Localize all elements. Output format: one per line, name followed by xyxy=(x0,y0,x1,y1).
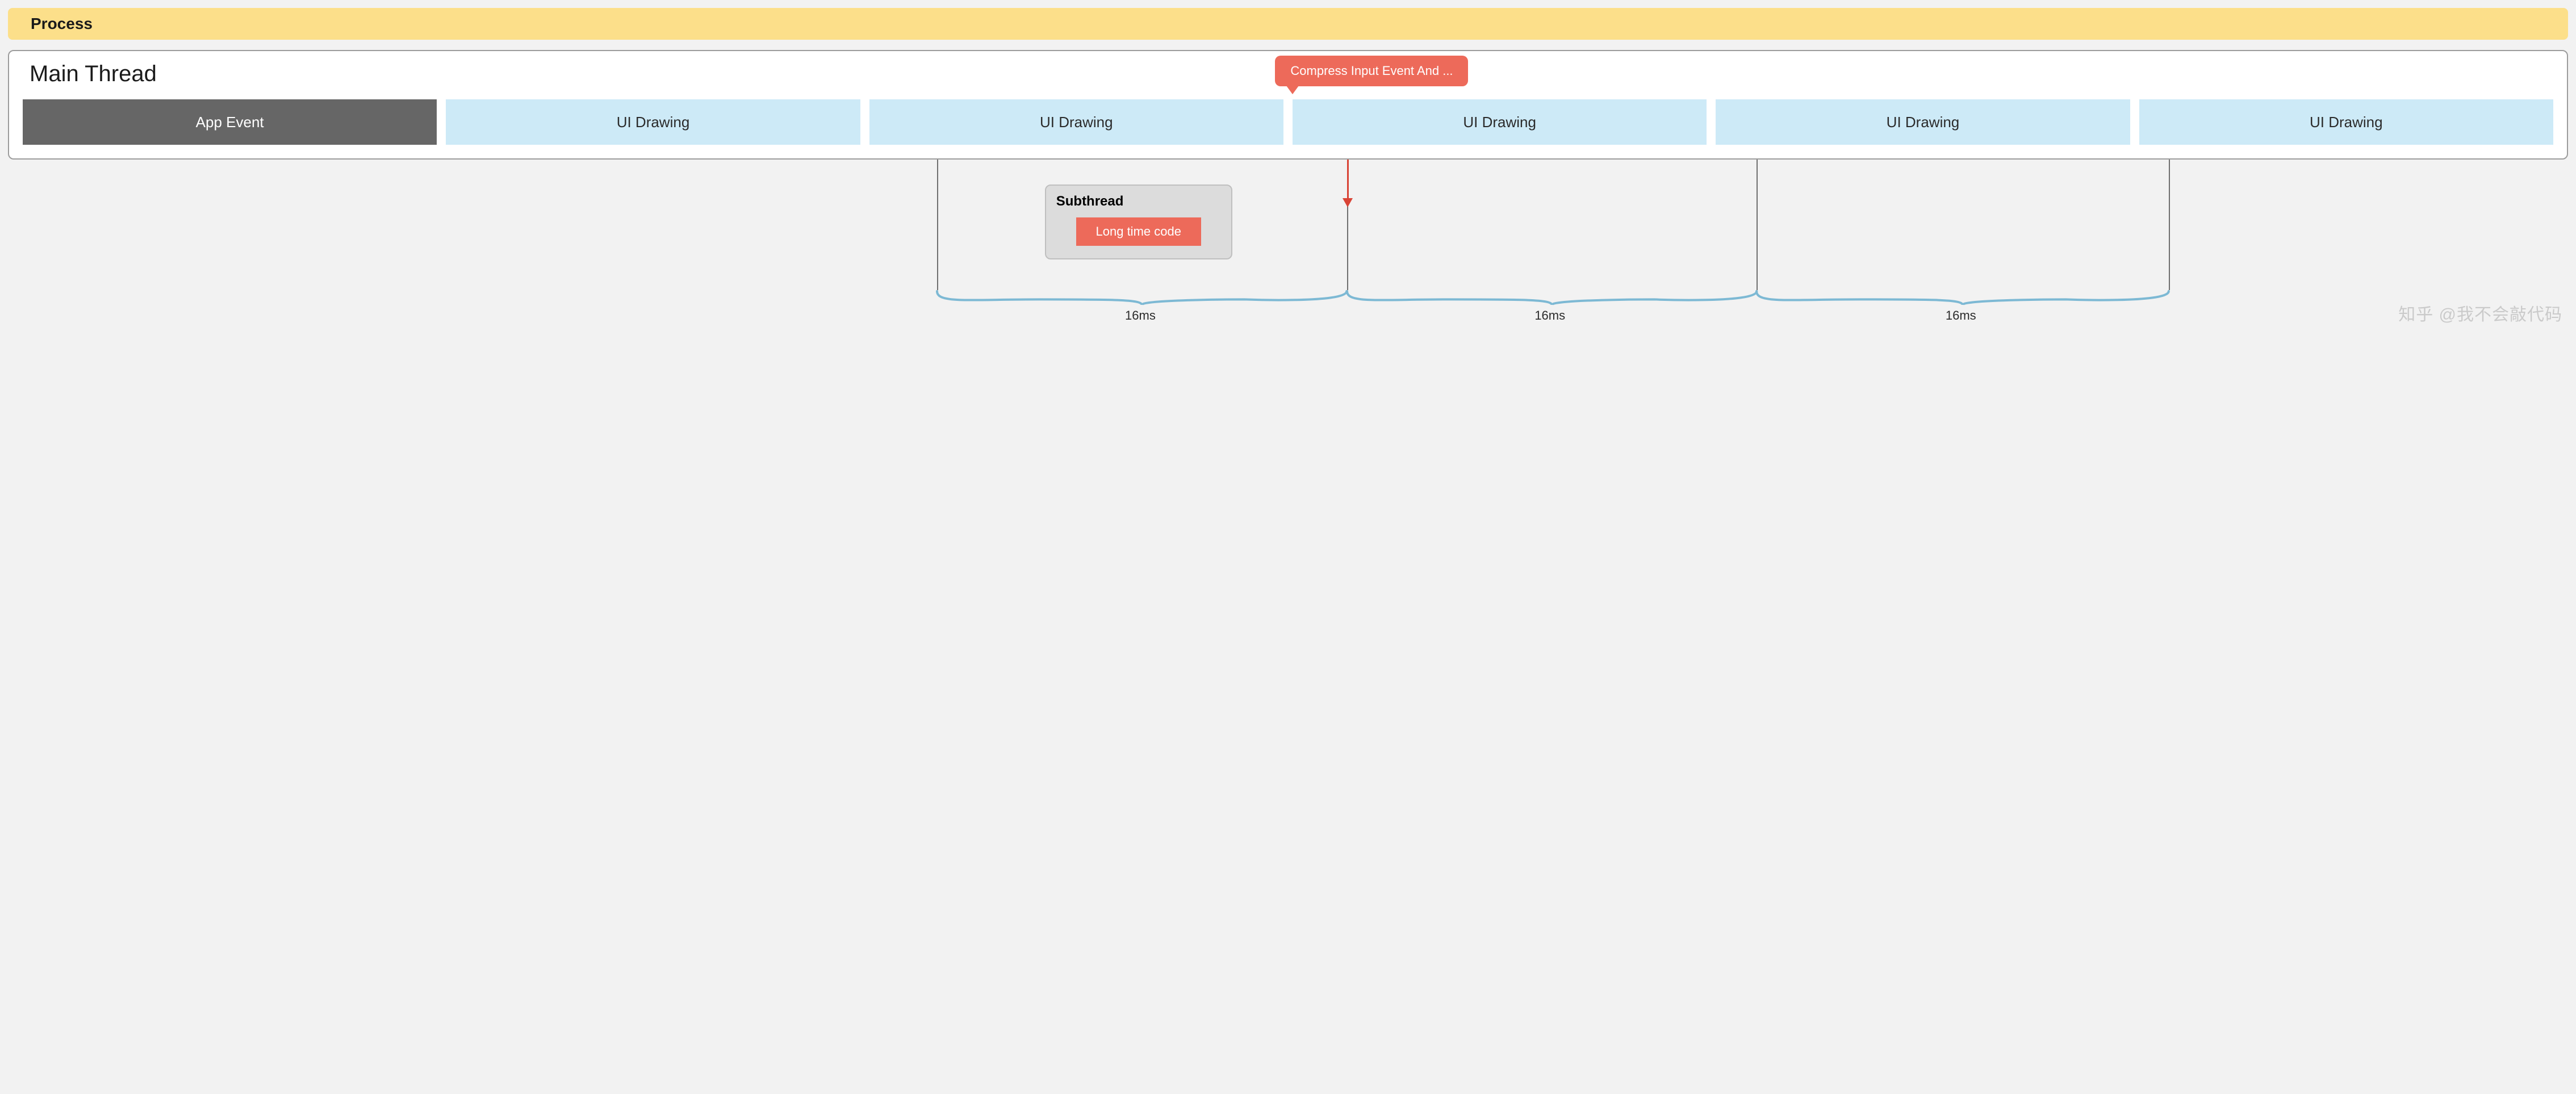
timeline-vline xyxy=(2169,160,2170,290)
interval-label: 16ms xyxy=(1125,308,1156,323)
block-label: UI Drawing xyxy=(1887,114,1960,131)
process-header-label: Process xyxy=(31,15,93,32)
block-label: App Event xyxy=(196,114,264,131)
block-label: UI Drawing xyxy=(1463,114,1536,131)
ui-drawing-block: UI Drawing xyxy=(1293,99,1707,145)
interval-brace xyxy=(1757,291,2169,307)
long-code-label: Long time code xyxy=(1096,224,1181,239)
interval-label: 16ms xyxy=(1534,308,1565,323)
interval-label: 16ms xyxy=(1946,308,1976,323)
long-code-box: Long time code xyxy=(1076,217,1201,246)
timeline-area: Subthread Long time code 知乎 @我不会敲代码 16ms… xyxy=(8,160,2568,330)
timeline-vline xyxy=(937,160,938,290)
arrow-line xyxy=(1347,160,1349,199)
subthread-box: Subthread Long time code xyxy=(1045,185,1232,259)
block-label: UI Drawing xyxy=(2310,114,2383,131)
arrow-head-icon xyxy=(1343,198,1353,207)
main-thread-container: Main Thread Compress Input Event And ...… xyxy=(8,50,2568,160)
process-header: Process xyxy=(8,8,2568,40)
block-label: UI Drawing xyxy=(617,114,690,131)
callout-bubble: Compress Input Event And ... xyxy=(1275,56,1468,86)
thread-blocks-row: App Event UI Drawing UI Drawing UI Drawing U… xyxy=(23,99,2553,145)
ui-drawing-block: UI Drawing xyxy=(869,99,1283,145)
callout-text: Compress Input Event And ... xyxy=(1290,64,1453,78)
ui-drawing-block: UI Drawing xyxy=(2139,99,2553,145)
timeline-vline xyxy=(1757,160,1758,290)
interval-brace xyxy=(1347,291,1757,307)
ui-drawing-block: UI Drawing xyxy=(446,99,860,145)
block-label: UI Drawing xyxy=(1040,114,1113,131)
watermark-text: 知乎 @我不会敲代码 xyxy=(2398,300,2562,325)
interval-brace xyxy=(937,291,1346,307)
app-event-block: App Event xyxy=(23,99,437,145)
subthread-title: Subthread xyxy=(1056,194,1221,209)
ui-drawing-block: UI Drawing xyxy=(1716,99,2130,145)
